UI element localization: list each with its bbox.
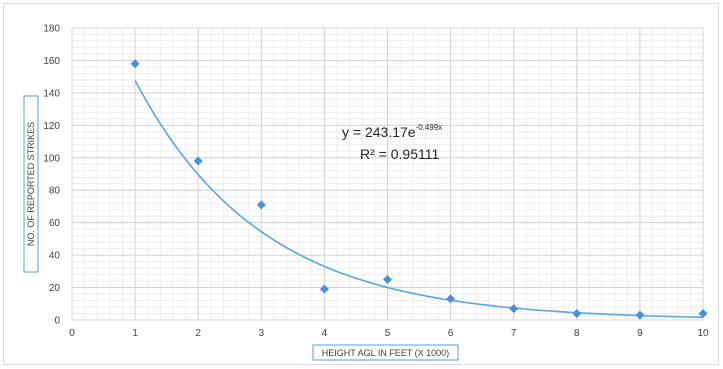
y-tick-label: 160 [43,56,60,67]
y-tick-label: 100 [43,153,60,164]
y-tick-label: 80 [49,186,61,197]
y-tick-label: 140 [43,88,60,99]
y-tick-label: 60 [49,218,61,229]
equation-label: y = 243.17e-0.499x R² = 0.95111 [342,123,442,162]
y-tick-label: 0 [54,316,60,327]
y-axis-ticks: 0 20 40 60 80 100 120 140 160 180 [43,24,60,327]
x-tick-label: 8 [574,328,580,339]
exponential-trendline [134,80,704,319]
equation-text: y = 243.17e-0.499x [342,123,442,140]
x-tick-label: 10 [697,328,709,339]
x-tick-label: 2 [195,328,201,339]
y-tick-label: 120 [43,121,60,132]
data-point [509,304,519,314]
data-point [383,274,392,284]
y-tick-label: 180 [43,24,60,35]
x-tick-label: 6 [448,328,454,339]
y-tick-label: 20 [49,283,61,294]
x-tick-label: 4 [322,328,328,339]
r-squared-text: R² = 0.95111 [360,146,439,162]
x-axis-label: HEIGHT AGL IN FEET (X 1000) [322,348,449,358]
data-point [698,309,708,319]
x-tick-label: 7 [511,328,517,339]
x-axis-ticks: 0 1 2 3 4 5 6 7 8 9 10 [69,328,709,339]
x-tick-label: 3 [259,328,265,339]
data-point [635,310,645,320]
data-point [319,284,329,294]
x-tick-label: 5 [385,328,391,339]
x-tick-label: 9 [637,328,643,339]
data-point [193,156,203,166]
major-grid [71,27,704,321]
y-tick-label: 40 [49,251,61,262]
y-axis-label: NO. OF REPORTED STRIKES [26,122,36,246]
data-point [130,59,140,69]
x-tick-label: 1 [132,328,138,339]
data-point [256,200,266,210]
y-axis-title: NO. OF REPORTED STRIKES [23,95,39,273]
data-point [446,294,456,304]
x-axis-title: HEIGHT AGL IN FEET (X 1000) [312,344,459,361]
data-point [572,309,582,319]
x-tick-label: 0 [69,328,75,339]
data-points [130,59,708,320]
